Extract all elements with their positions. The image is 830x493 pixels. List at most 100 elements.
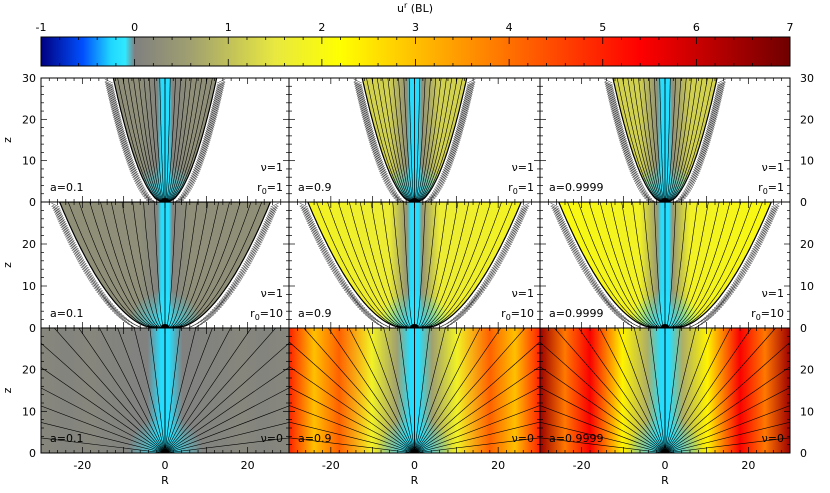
hatch-line	[213, 95, 222, 100]
hatch-line	[505, 239, 515, 244]
hatch-line	[606, 92, 615, 97]
hatch-line	[108, 306, 117, 312]
hatch-line	[506, 237, 516, 242]
hatch-line	[455, 126, 464, 131]
hatch-line	[109, 104, 119, 110]
field-line	[383, 328, 415, 453]
field-line	[173, 202, 252, 328]
hatch-line	[119, 136, 128, 142]
hatch-line	[699, 147, 708, 152]
hatch-line	[626, 159, 635, 164]
hatch-line	[700, 319, 709, 324]
hatch-line	[465, 87, 474, 92]
hatch-line	[752, 245, 762, 251]
r0-value: =10	[260, 307, 283, 320]
hatch-line	[198, 151, 207, 156]
field-line	[166, 78, 192, 202]
hatch-line	[255, 239, 264, 244]
hatch-line	[461, 101, 471, 107]
hatch-line	[369, 143, 378, 149]
field-line	[638, 78, 664, 202]
hatch-line	[368, 138, 378, 144]
hatch-line	[118, 134, 127, 140]
hatch-line	[115, 124, 124, 129]
hatch-line	[572, 252, 581, 257]
field-line	[674, 202, 763, 328]
hatch-line	[467, 299, 476, 304]
hatch-line	[627, 320, 636, 325]
x-tick-label: -20	[322, 459, 340, 472]
hatch-line	[54, 211, 64, 216]
hatch-line	[699, 149, 708, 154]
field-line	[671, 202, 731, 328]
hatch-line	[358, 102, 367, 107]
hatch-line	[116, 126, 125, 131]
field-line	[392, 78, 414, 202]
y-tick-label-left: 0	[29, 322, 36, 335]
hatch-line	[215, 304, 224, 310]
hatch-line	[465, 88, 475, 93]
hatch-line	[570, 249, 580, 255]
hatch-line	[261, 226, 270, 232]
hatch-line	[364, 127, 373, 132]
hatch-line	[623, 154, 632, 159]
field-line	[664, 328, 697, 453]
hatch-line	[57, 220, 66, 226]
hatch-line	[593, 287, 602, 293]
hatch-line	[229, 285, 238, 291]
field-line	[117, 78, 163, 202]
hatch-line	[479, 285, 489, 291]
hatch-line	[734, 279, 743, 284]
panel-spin-label: a=0.1	[50, 307, 83, 320]
hatch-line	[111, 107, 120, 113]
field-line	[673, 202, 752, 328]
field-line	[422, 202, 502, 328]
hatch-line	[700, 145, 710, 151]
hatch-line	[712, 305, 721, 311]
field-line	[403, 78, 415, 202]
hatch-line	[190, 171, 199, 177]
hatch-line	[613, 119, 622, 124]
field-line	[665, 202, 677, 328]
r0-value: =10	[761, 307, 784, 320]
hatch-line	[346, 291, 356, 296]
hatch-line	[363, 312, 372, 318]
hatch-line	[125, 157, 135, 162]
hatch-line	[105, 83, 114, 89]
hatch-line	[742, 264, 752, 270]
hatch-line	[370, 144, 380, 150]
hatch-line	[714, 96, 723, 101]
hatch-line	[447, 154, 457, 159]
hatch-line	[581, 268, 590, 274]
hatch-line	[698, 151, 707, 156]
hatch-line	[754, 243, 763, 249]
hatch-line	[107, 91, 116, 96]
hatch-line	[367, 134, 376, 140]
field-line	[370, 202, 411, 328]
hatch-line	[111, 110, 120, 116]
hatch-line	[700, 144, 709, 150]
hatch-line	[564, 237, 573, 242]
hatch-line	[128, 163, 137, 169]
panel-1-1: a=0.9 ν=1 r0=10	[288, 201, 541, 329]
panel-ticks	[40, 327, 290, 454]
hatch-line	[188, 178, 197, 184]
hatch-line	[604, 83, 613, 89]
hatch-line	[703, 317, 712, 322]
hatch-line	[717, 81, 726, 87]
hatch-line	[712, 101, 721, 107]
hatch-line	[372, 151, 382, 156]
hatch-line	[325, 260, 334, 265]
hatch-line	[611, 307, 620, 313]
hatch-line	[311, 233, 321, 238]
hatch-line	[251, 247, 260, 253]
hatch-line	[138, 189, 147, 194]
hatch-line	[127, 164, 136, 169]
hatch-line	[738, 273, 747, 278]
hatch-line	[134, 181, 143, 186]
hatch-line	[447, 151, 457, 156]
hatch-line	[121, 319, 130, 324]
field-line	[664, 387, 790, 453]
panel-content	[41, 328, 289, 453]
hatch-line	[374, 155, 383, 160]
